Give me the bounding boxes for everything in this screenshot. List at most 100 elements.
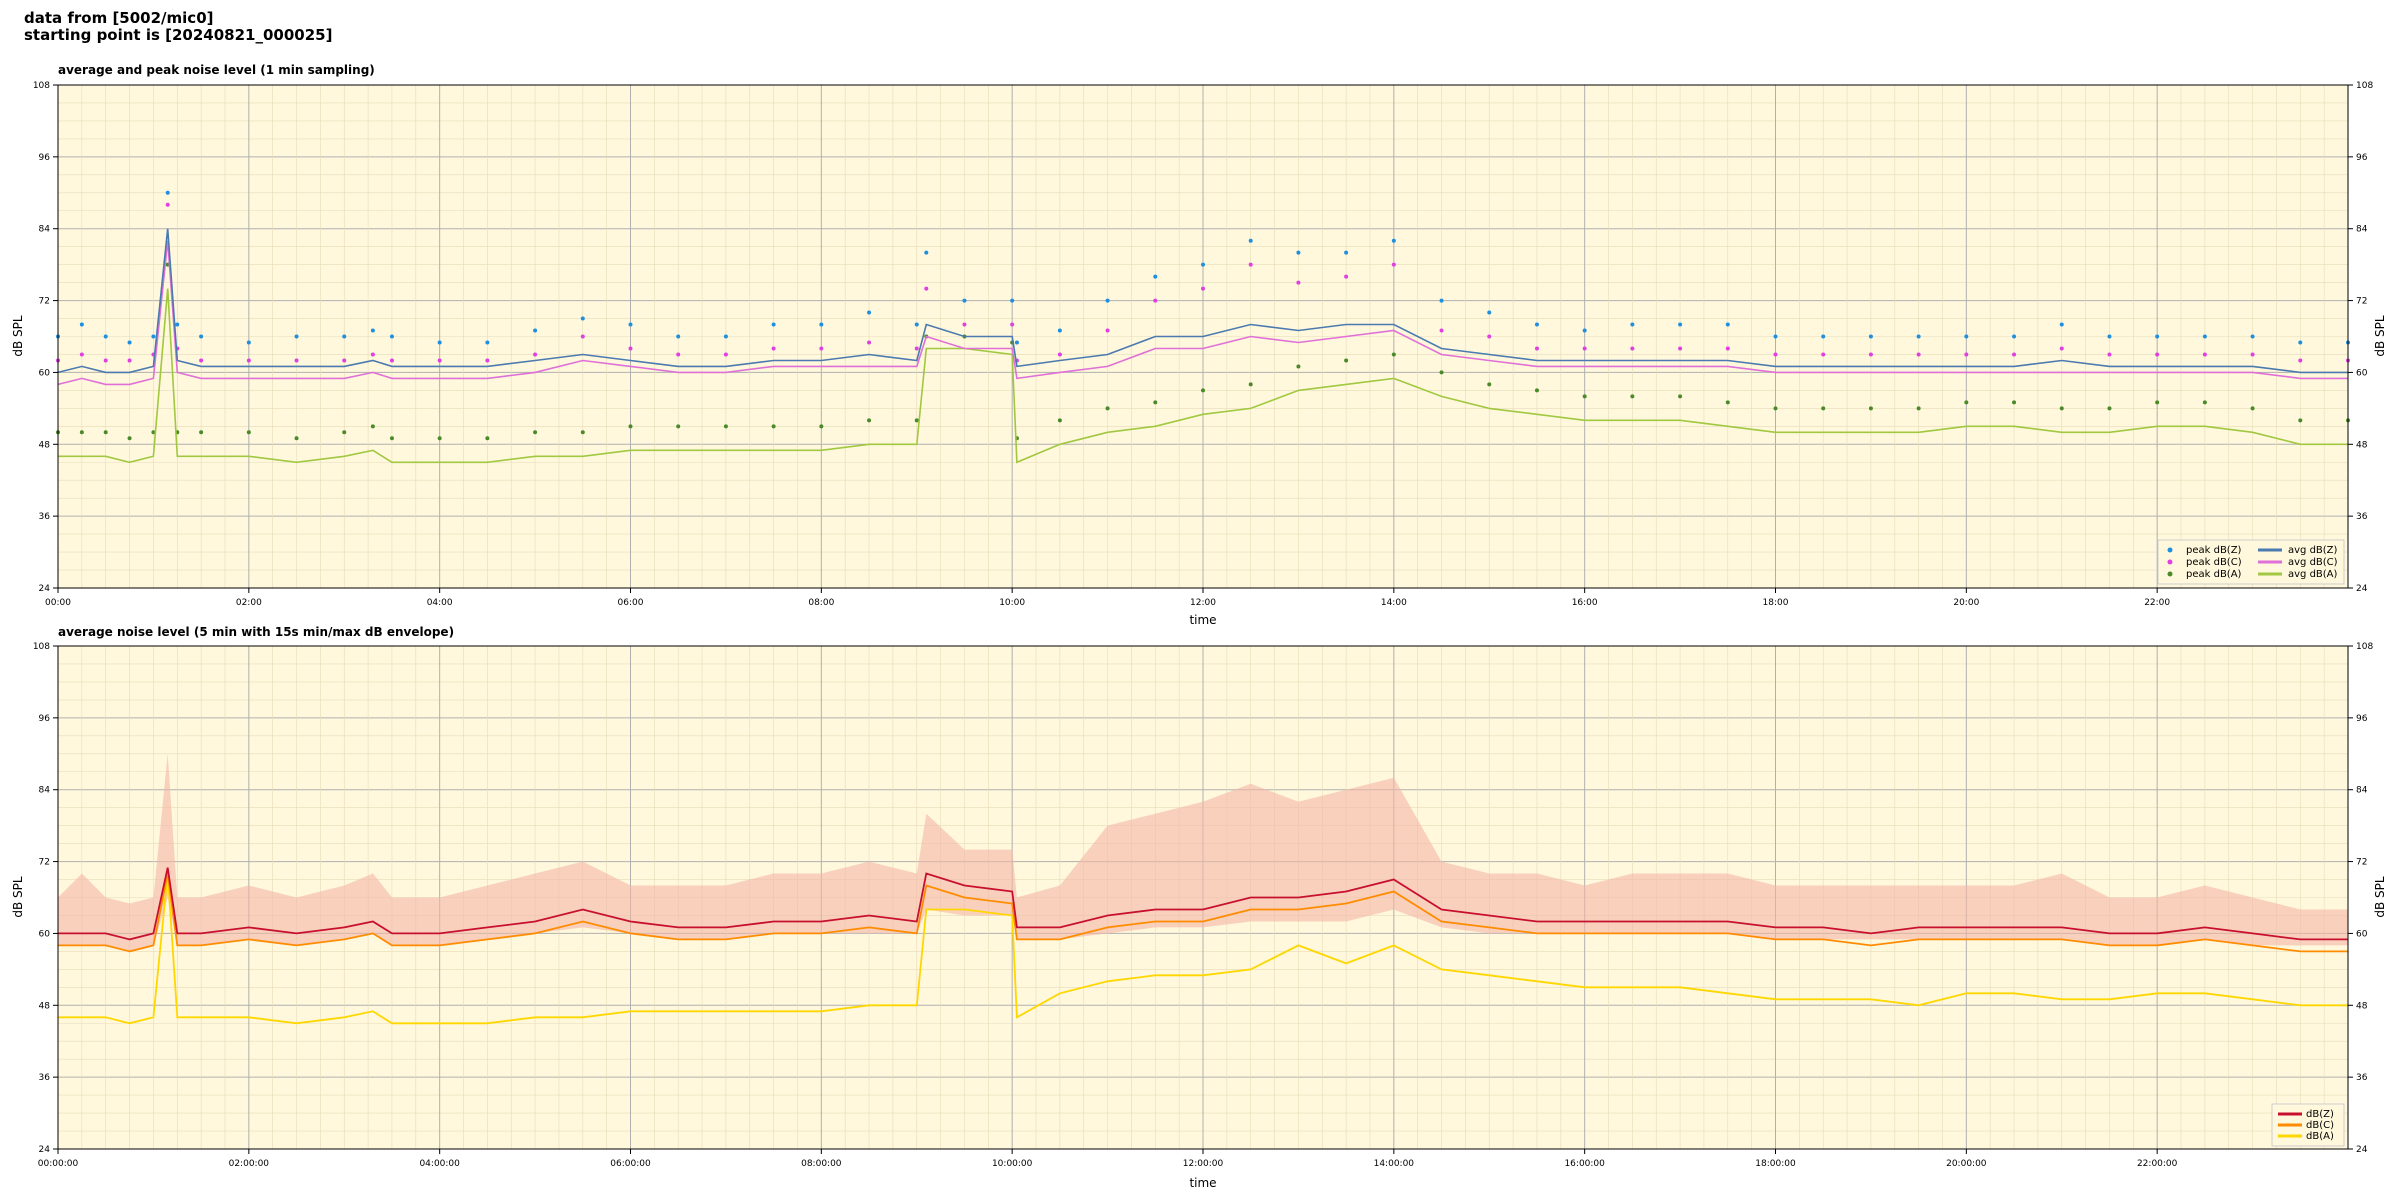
peak-point	[867, 340, 872, 345]
series-line-avg-db-c-	[57, 240, 2348, 386]
peak-point	[533, 328, 538, 333]
peak-point	[1630, 394, 1635, 399]
y-tick-label-right: 36	[2356, 512, 2368, 522]
peak-point	[437, 358, 442, 363]
y-tick-label: 96	[39, 153, 51, 163]
x-tick-label: 20:00:00	[1946, 1159, 1987, 1169]
y-tick-label-right: 96	[2356, 714, 2368, 724]
peak-point	[246, 430, 251, 435]
peak-point	[1964, 334, 1969, 339]
peak-point	[867, 418, 872, 423]
peak-point	[2107, 334, 2112, 339]
series-line-avg-db-a-	[58, 288, 2348, 464]
peak-point	[1821, 352, 1826, 357]
peak-point	[1201, 388, 1205, 393]
peak-point	[1821, 406, 1826, 411]
peak-point	[676, 424, 681, 429]
peak-point	[2202, 334, 2207, 339]
peak-point	[2155, 334, 2160, 339]
peak-point	[962, 322, 967, 327]
peak-point	[151, 334, 156, 339]
peak-point	[165, 202, 170, 207]
peak-point	[2250, 334, 2255, 339]
y-tick-label-right: 108	[2356, 642, 2373, 652]
peak-point	[1344, 250, 1349, 255]
peak-point	[485, 358, 490, 363]
peak-point	[1344, 274, 1349, 279]
peak-point	[1153, 400, 1158, 405]
peak-point	[723, 424, 728, 429]
y-tick-label-right: 24	[2356, 584, 2368, 594]
peak-point	[485, 340, 490, 345]
peak-point	[199, 430, 204, 435]
y-tick-label-right: 96	[2356, 153, 2368, 163]
peak-point	[1678, 346, 1683, 351]
chart2-y-label-right: dB SPL	[2373, 876, 2387, 918]
peak-point	[819, 322, 824, 327]
x-tick-label: 00:00	[45, 598, 71, 608]
peak-point	[1344, 358, 1349, 363]
peak-point	[1725, 346, 1730, 351]
peak-point	[914, 322, 919, 327]
chart2-y-label-left: dB SPL	[11, 876, 25, 918]
chart2-y-ticks: 24 24 36 36 48 48 60 60 72 72 84 84 96 96 108 108	[33, 642, 2374, 1155]
x-tick-label: 22:00:00	[2137, 1159, 2178, 1169]
peak-point	[151, 430, 156, 435]
y-tick-label-right: 24	[2356, 1145, 2368, 1155]
peak-point	[1201, 262, 1205, 267]
y-tick-label: 36	[39, 1073, 51, 1083]
peak-point	[2107, 352, 2112, 357]
peak-point	[127, 340, 132, 345]
peak-point	[924, 250, 929, 255]
x-tick-label: 02:00:00	[229, 1159, 270, 1169]
x-tick-label: 08:00:00	[801, 1159, 842, 1169]
peak-point	[2298, 340, 2303, 345]
peak-point	[1439, 328, 1444, 333]
peak-point	[1773, 334, 1778, 339]
chart1-y-label-left: dB SPL	[11, 315, 25, 357]
peak-point	[1630, 322, 1635, 327]
peak-point	[175, 322, 180, 327]
y-tick-label: 96	[39, 714, 51, 724]
peak-point	[1439, 370, 1444, 375]
y-tick-label: 36	[39, 512, 51, 522]
peak-point	[389, 358, 394, 363]
peak-point	[2298, 418, 2303, 423]
peak-point	[1678, 322, 1683, 327]
peak-point	[2250, 352, 2255, 357]
chart2-legend: dB(Z) dB(C) dB(A)	[2271, 1103, 2345, 1147]
legend-avg-c: avg dB(C)	[2288, 557, 2338, 568]
chart1-grid	[57, 84, 2349, 589]
peak-point	[676, 334, 681, 339]
peak-point	[2059, 406, 2064, 411]
x-tick-label: 14:00	[1381, 598, 1407, 608]
x-tick-label: 14:00:00	[1374, 1159, 1415, 1169]
series-line-db-c-	[58, 873, 2348, 953]
peak-point	[2202, 400, 2207, 405]
peak-point	[1821, 334, 1826, 339]
legend-avg-a: avg dB(A)	[2288, 569, 2338, 580]
y-tick-label: 60	[39, 368, 51, 378]
peak-point	[2012, 334, 2017, 339]
x-tick-label: 00:00:00	[38, 1159, 79, 1169]
y-tick-label: 108	[33, 642, 50, 652]
peak-point	[580, 334, 585, 339]
peak-point	[1391, 262, 1396, 267]
x-tick-label: 22:00	[2144, 598, 2170, 608]
peak-point	[342, 358, 347, 363]
peak-point	[1105, 298, 1110, 303]
peak-point	[103, 358, 108, 363]
x-tick-label: 18:00	[1763, 598, 1789, 608]
peak-point	[1391, 238, 1396, 243]
peak-point	[676, 352, 681, 357]
legend-peak-z-marker	[2167, 547, 2173, 553]
peak-point	[628, 346, 633, 351]
peak-point	[370, 352, 375, 357]
y-tick-label: 48	[39, 440, 51, 450]
peak-point	[962, 298, 967, 303]
peak-point	[723, 352, 728, 357]
peak-point	[1487, 334, 1492, 339]
peak-point	[2298, 358, 2303, 363]
peak-point	[1916, 406, 1921, 411]
